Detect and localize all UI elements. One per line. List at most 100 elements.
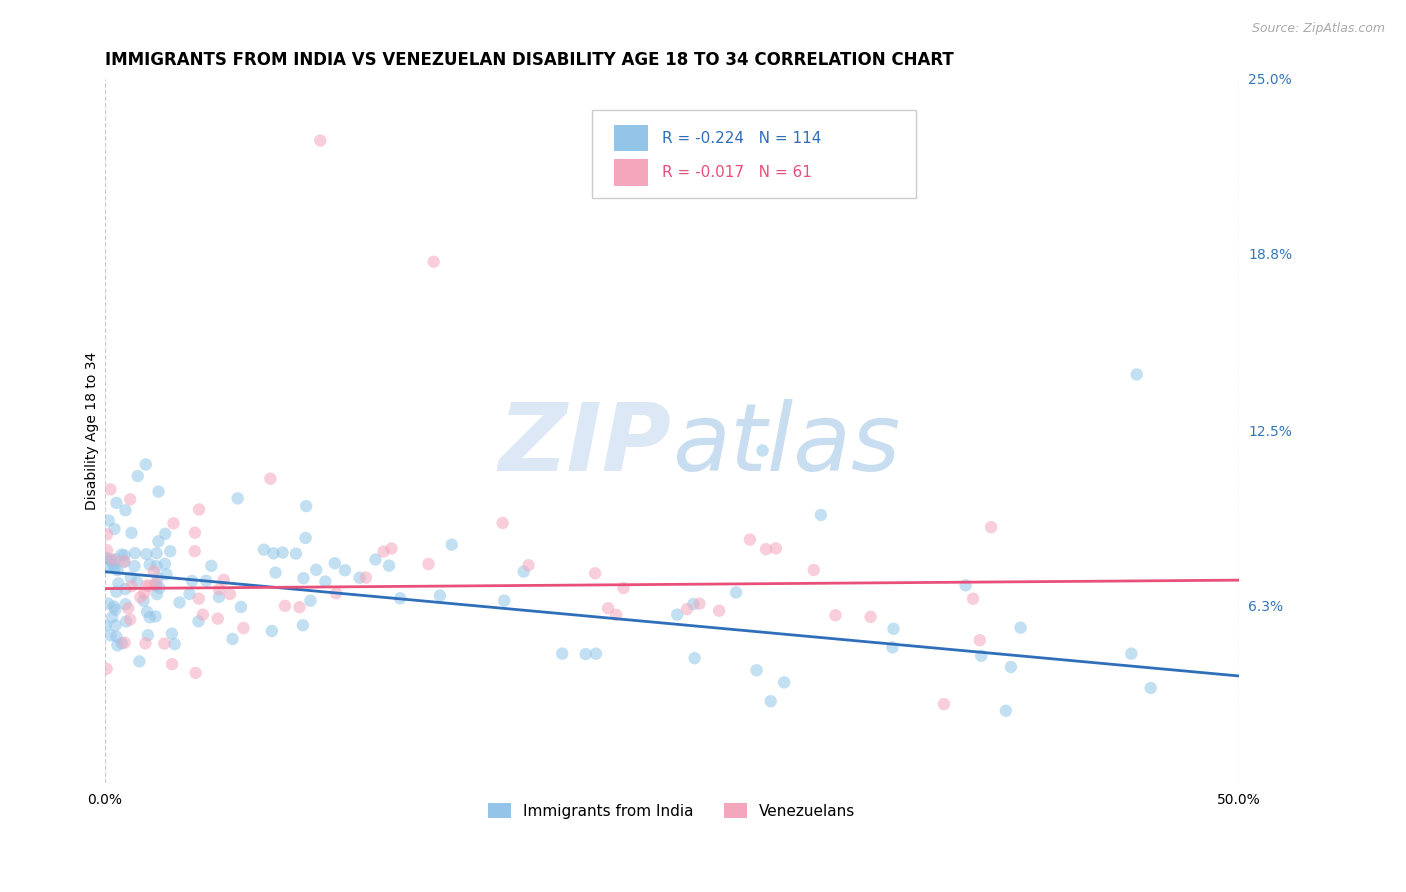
Point (124, 546, 146, 560)
Point (114, 597, 136, 611)
Point (264, 566, 287, 580)
Point (135, 547, 157, 561)
Point (117, 601, 139, 615)
Point (188, 502, 211, 516)
Point (859, 610, 882, 624)
Point (765, 541, 787, 556)
FancyBboxPatch shape (614, 125, 648, 152)
Point (105, 630, 128, 644)
FancyBboxPatch shape (614, 159, 648, 186)
Point (100, 553, 122, 567)
Point (96, 527, 118, 541)
Point (262, 546, 284, 560)
Point (962, 591, 984, 606)
Point (271, 545, 294, 559)
Point (187, 591, 209, 606)
Point (323, 556, 346, 570)
Point (127, 469, 149, 483)
Point (219, 587, 242, 601)
Point (145, 576, 167, 591)
Point (134, 586, 156, 600)
Point (229, 599, 252, 614)
Point (882, 640, 904, 655)
Point (221, 632, 243, 646)
Point (125, 574, 148, 589)
Point (136, 605, 159, 619)
Point (159, 544, 181, 558)
Point (295, 499, 318, 513)
Point (512, 565, 534, 579)
Point (773, 675, 796, 690)
Point (389, 591, 412, 606)
Point (932, 697, 955, 711)
Point (378, 558, 401, 573)
Point (97, 597, 120, 611)
Point (146, 587, 169, 601)
Point (309, 134, 332, 148)
Point (955, 578, 977, 592)
Point (274, 599, 297, 613)
Point (208, 590, 231, 604)
Point (110, 548, 132, 562)
Point (491, 516, 513, 530)
Point (803, 563, 825, 577)
Point (291, 618, 314, 632)
Point (103, 522, 125, 536)
Point (422, 254, 444, 268)
Point (810, 508, 832, 522)
Point (132, 594, 155, 608)
Point (142, 565, 165, 579)
Point (162, 516, 184, 531)
Point (169, 595, 191, 609)
Point (160, 657, 183, 672)
Point (676, 602, 699, 616)
Point (114, 503, 136, 517)
Point (724, 585, 747, 599)
Point (114, 582, 136, 596)
Text: ZIP: ZIP (499, 399, 672, 491)
Point (288, 600, 311, 615)
Point (124, 559, 146, 574)
Point (104, 618, 127, 632)
Point (120, 525, 142, 540)
Point (181, 574, 204, 588)
Point (146, 571, 169, 585)
Point (689, 597, 711, 611)
Point (751, 443, 773, 458)
Point (683, 651, 706, 665)
Point (96, 543, 118, 558)
Point (707, 604, 730, 618)
Point (980, 520, 1002, 534)
Point (314, 574, 336, 589)
Point (179, 587, 201, 601)
Point (112, 549, 135, 563)
Point (883, 622, 905, 636)
Point (585, 647, 607, 661)
Point (195, 574, 218, 588)
Point (745, 663, 768, 677)
Point (253, 542, 276, 557)
Legend: Immigrants from India, Venezuelans: Immigrants from India, Venezuelans (482, 797, 862, 825)
Point (145, 578, 167, 592)
Point (994, 704, 1017, 718)
Point (148, 581, 170, 595)
Point (1125, 368, 1147, 382)
Point (418, 557, 440, 571)
Point (612, 581, 634, 595)
Point (226, 491, 249, 506)
Point (134, 636, 156, 650)
Point (105, 584, 128, 599)
Point (260, 624, 283, 638)
Point (155, 567, 177, 582)
Point (112, 554, 135, 568)
FancyBboxPatch shape (592, 111, 915, 198)
Point (373, 544, 395, 558)
Point (207, 612, 229, 626)
Point (94, 618, 117, 632)
Point (120, 612, 142, 626)
Point (104, 552, 127, 566)
Point (111, 636, 134, 650)
Point (101, 610, 124, 624)
Point (121, 579, 143, 593)
Point (107, 576, 129, 591)
